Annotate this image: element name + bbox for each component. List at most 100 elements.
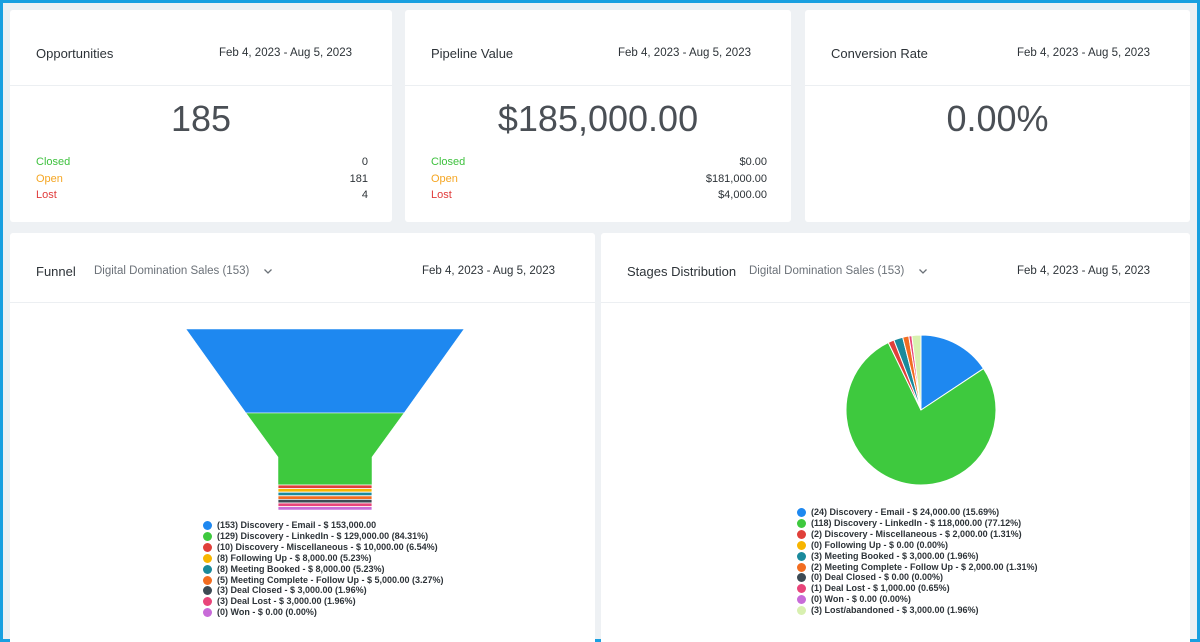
card-title: Stages Distribution [627, 264, 737, 279]
funnel-segment[interactable] [277, 488, 373, 493]
stat-value: 0 [361, 156, 368, 168]
funnel-segment[interactable] [277, 484, 373, 490]
pie-slice[interactable] [920, 334, 985, 411]
legend-swatch [203, 575, 212, 585]
legend-swatch [797, 529, 806, 539]
legend-label: (0) Deal Closed - $ 0.00 (0.00%) [811, 572, 944, 583]
date-range[interactable]: Feb 4, 2023 - Aug 5, 2023 [1017, 265, 1150, 277]
stages-pie-chart [845, 334, 997, 486]
legend-swatch [203, 542, 212, 552]
legend-label: (24) Discovery - Email - $ 24,000.00 (15… [811, 507, 1000, 517]
dashboard: Opportunities Feb 4, 2023 - Aug 5, 2023 … [3, 3, 1197, 642]
card-title: Funnel [36, 264, 76, 279]
funnel-segment[interactable] [277, 502, 373, 508]
funnel-segment[interactable] [185, 328, 465, 414]
pipeline-value-card: Pipeline Value Feb 4, 2023 - Aug 5, 2023… [405, 10, 791, 222]
date-range[interactable]: Feb 4, 2023 - Aug 5, 2023 [219, 47, 352, 59]
legend-swatch [797, 508, 806, 517]
pipeline-value: $185,000.00 [497, 98, 699, 139]
legend-swatch [797, 551, 806, 561]
pipeline-select[interactable]: Digital Domination Sales (153) [94, 265, 273, 277]
pipeline-select-label: Digital Domination Sales (153) [749, 265, 905, 277]
date-range[interactable]: Feb 4, 2023 - Aug 5, 2023 [1017, 47, 1150, 59]
funnel-segment[interactable] [277, 506, 373, 511]
funnel-segment[interactable] [277, 491, 373, 497]
funnel-card: Funnel Feb 4, 2023 - Aug 5, 2023 Digital… [10, 233, 595, 642]
legend-label: (153) Discovery - Email - $ 153,000.00 [217, 520, 377, 530]
funnel-segment[interactable] [277, 498, 373, 504]
legend-label: (5) Meeting Complete - Follow Up - $ 5,0… [217, 574, 444, 585]
legend-swatch [203, 586, 212, 596]
chevron-down-icon [918, 269, 927, 274]
stat-value: $4,000.00 [718, 189, 767, 201]
legend-label: (0) Won - $ 0.00 (0.00%) [811, 594, 911, 605]
opportunities-card: Opportunities Feb 4, 2023 - Aug 5, 2023 … [10, 10, 392, 222]
stat-value: 4 [361, 189, 368, 201]
legend-label: (3) Deal Closed - $ 3,000.00 (1.96%) [217, 585, 367, 596]
legend-swatch [203, 608, 212, 618]
stat-value: $181,000.00 [705, 173, 767, 185]
legend-swatch [797, 540, 806, 550]
stat-lost: Lost $4,000.00 [431, 189, 767, 205]
legend-swatch [797, 562, 806, 572]
card-header: Pipeline Value Feb 4, 2023 - Aug 5, 2023 [405, 10, 791, 86]
stat-closed: Closed 0 [36, 156, 368, 172]
funnel-chart [185, 328, 465, 511]
funnel-segment[interactable] [245, 412, 405, 486]
stat-label: Open [431, 173, 458, 185]
stat-label: Open [36, 173, 63, 185]
chevron-down-icon [263, 269, 272, 274]
stat-open: Open $181,000.00 [431, 173, 767, 189]
stat-label: Closed [36, 156, 71, 168]
legend-swatch [203, 553, 212, 563]
legend-label: (0) Won - $ 0.00 (0.00%) [217, 607, 317, 618]
legend-swatch [203, 597, 212, 607]
stat-label: Lost [36, 189, 57, 201]
pipeline-select[interactable]: Digital Domination Sales (153) [749, 265, 928, 277]
legend-swatch [203, 531, 212, 541]
stat-open: Open 181 [36, 173, 368, 189]
card-title: Pipeline Value [431, 46, 514, 61]
conversion-rate-value: 0.00% [946, 98, 1049, 139]
funnel-legend: (153) Discovery - Email - $ 153,000.00 (1… [203, 520, 583, 630]
legend-label: (2) Meeting Complete - Follow Up - $ 2,0… [811, 561, 1038, 572]
legend-label: (0) Following Up - $ 0.00 (0.00%) [811, 539, 949, 550]
legend-label: (129) Discovery - LinkedIn - $ 129,000.0… [217, 530, 429, 541]
legend-label: (8) Following Up - $ 8,000.00 (5.23%) [217, 552, 372, 563]
legend-label: (8) Meeting Booked - $ 8,000.00 (5.23%) [217, 563, 385, 574]
date-range[interactable]: Feb 4, 2023 - Aug 5, 2023 [422, 265, 555, 277]
legend-label: (3) Lost/abandoned - $ 3,000.00 (1.96%) [811, 605, 979, 616]
legend-label: (3) Deal Lost - $ 3,000.00 (1.96%) [217, 596, 356, 607]
card-header: Conversion Rate Feb 4, 2023 - Aug 5, 202… [805, 10, 1190, 86]
pie-slice[interactable] [845, 341, 997, 486]
legend-swatch [797, 518, 806, 528]
card-header: Stages Distribution Feb 4, 2023 - Aug 5,… [601, 233, 1190, 303]
opportunities-count: 185 [170, 98, 232, 139]
stat-closed: Closed $0.00 [431, 156, 767, 172]
legend-swatch [797, 584, 806, 594]
stages-legend: (24) Discovery - Email - $ 24,000.00 (15… [797, 507, 1177, 627]
card-title: Conversion Rate [831, 46, 928, 61]
legend-swatch [797, 595, 806, 605]
stat-label: Lost [431, 189, 452, 201]
stages-distribution-card: Stages Distribution Feb 4, 2023 - Aug 5,… [601, 233, 1190, 642]
legend-label: (2) Discovery - Miscellaneous - $ 2,000.… [811, 528, 1022, 539]
legend-label: (1) Deal Lost - $ 1,000.00 (0.65%) [811, 583, 950, 594]
stat-lost: Lost 4 [36, 189, 368, 205]
card-title: Opportunities [36, 46, 114, 61]
conversion-rate-card: Conversion Rate Feb 4, 2023 - Aug 5, 202… [805, 10, 1190, 222]
date-range[interactable]: Feb 4, 2023 - Aug 5, 2023 [618, 47, 751, 59]
pie-slice[interactable] [911, 334, 922, 411]
card-header: Opportunities Feb 4, 2023 - Aug 5, 2023 [10, 10, 392, 86]
legend-swatch [797, 573, 806, 583]
legend-swatch [203, 521, 212, 530]
legend-label: (3) Meeting Booked - $ 3,000.00 (1.96%) [811, 550, 979, 561]
legend-label: (10) Discovery - Miscellaneous - $ 10,00… [217, 541, 438, 552]
legend-swatch [203, 564, 212, 574]
stat-label: Closed [431, 156, 466, 168]
stat-value: 181 [349, 173, 368, 185]
pipeline-select-label: Digital Domination Sales (153) [94, 265, 250, 277]
legend-swatch [797, 606, 806, 616]
funnel-segment[interactable] [277, 495, 373, 500]
legend-label: (118) Discovery - LinkedIn - $ 118,000.0… [811, 517, 1022, 528]
